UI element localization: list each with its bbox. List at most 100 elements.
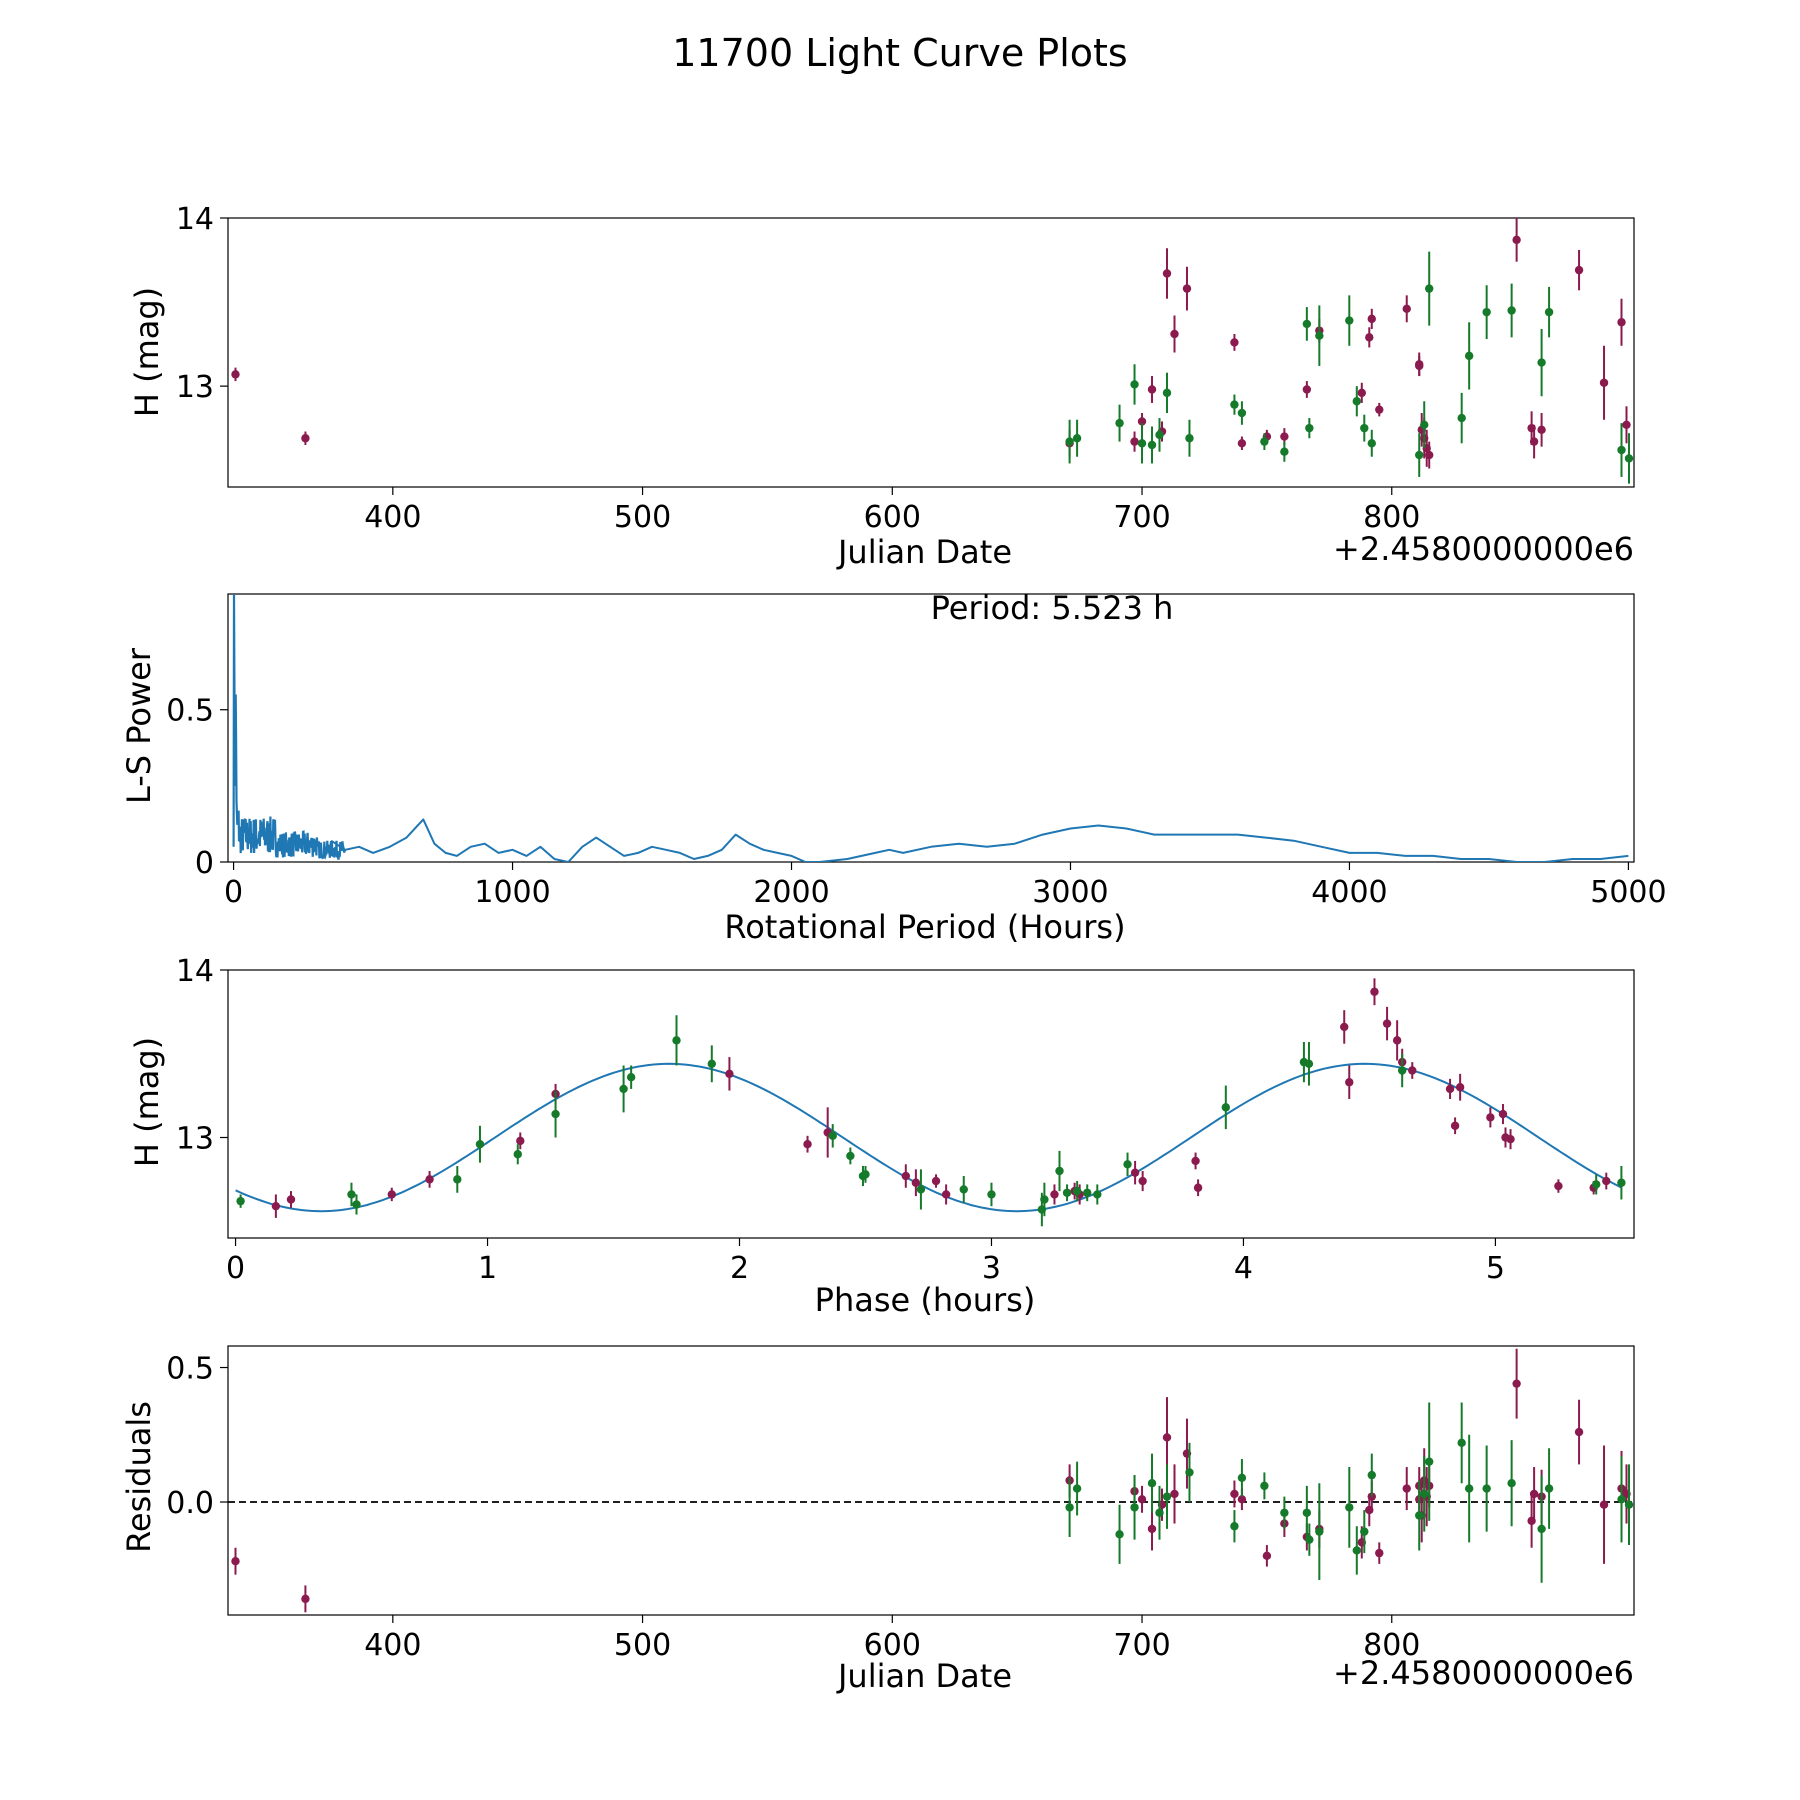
phase-point-g [626, 1073, 636, 1082]
periodogram-noise-line [232, 594, 346, 860]
periodogram-xtick-label: 3000 [1032, 875, 1108, 910]
light-curve-point-g [1155, 430, 1164, 440]
residuals-point-g [1072, 1484, 1082, 1493]
light-curve-frame [227, 217, 1635, 488]
light-curve-point-r [1365, 333, 1374, 342]
residuals-point-r [1367, 1492, 1376, 1501]
phase-point-r [1498, 1109, 1508, 1119]
light-curve-point-g [1624, 454, 1634, 463]
phase-point-g [475, 1140, 485, 1149]
residuals-point-g [1482, 1484, 1491, 1493]
light-curve-points [231, 218, 1634, 484]
phase-point-r [725, 1069, 734, 1079]
phase-point-r [286, 1195, 296, 1204]
light-curve-point-r [1537, 425, 1546, 435]
phase-point-g [1592, 1180, 1601, 1189]
residuals-frame [227, 1345, 1635, 1616]
light-curve-point-g [1115, 418, 1124, 428]
periodogram-ylabel: L-S Power [120, 647, 158, 804]
phase-point-r [1408, 1066, 1417, 1075]
residuals-point-r [1512, 1379, 1521, 1388]
phase-point-r [1370, 987, 1379, 996]
residuals-point-g [1360, 1527, 1369, 1536]
light-curve-point-r [1415, 361, 1424, 371]
phase-point-g [551, 1109, 560, 1119]
phase-point-g [1062, 1188, 1072, 1197]
light-curve-ytick-label: 13 [176, 370, 214, 405]
phase-point-g [1093, 1190, 1102, 1199]
light-curve-point-r [1402, 304, 1411, 313]
light-curve-point-g [1425, 284, 1434, 293]
residuals-point-g [1185, 1468, 1194, 1477]
phase-ytick-label: 14 [176, 954, 214, 989]
light-curve-point-g [1302, 319, 1312, 329]
residuals-point-g [1155, 1508, 1164, 1517]
light-curve-point-g [1360, 423, 1369, 433]
light-curve-point-g [1305, 423, 1314, 433]
light-curve-point-g [1230, 400, 1239, 409]
phase-point-g [861, 1170, 870, 1179]
phase-ylabel: H (mag) [128, 1037, 166, 1167]
residuals-point-g [1130, 1503, 1139, 1512]
residuals-point-g [1420, 1489, 1429, 1499]
light-curve-point-g [1537, 358, 1546, 367]
residuals-point-r [1170, 1489, 1179, 1499]
residuals-point-g [1315, 1527, 1324, 1536]
light-curve-point-r [1230, 338, 1239, 347]
residuals-point-g [1367, 1470, 1376, 1480]
phase-point-g [347, 1190, 356, 1199]
residuals-point-g [1624, 1500, 1634, 1509]
phase-point-r [516, 1136, 525, 1146]
light-curve-point-g [1482, 307, 1491, 317]
phase-point-g [1221, 1103, 1231, 1112]
light-curve-point-g [1280, 447, 1289, 456]
phase-points [236, 978, 1626, 1227]
light-curve-ylabel: H (mag) [128, 287, 166, 417]
phase-folded-panel: 0 1 2 3 4 5 13 14 [176, 954, 1635, 1286]
light-curve-point-r [1302, 385, 1312, 394]
phase-point-g [1040, 1195, 1049, 1204]
phase-xtick-label: 1 [478, 1251, 497, 1286]
residuals-point-g [1305, 1535, 1314, 1544]
phase-point-r [425, 1175, 434, 1184]
residuals-point-r [1375, 1548, 1384, 1558]
light-curve-point-r [1137, 417, 1147, 426]
periodogram-ytick-label: 0 [195, 846, 214, 881]
phase-point-g [1072, 1186, 1082, 1196]
residuals-point-g [1617, 1495, 1626, 1504]
light-curve-point-r [1162, 269, 1172, 278]
period-annotation: Period: 5.523 h [931, 589, 1174, 627]
light-curve-xtick-label: 600 [864, 500, 921, 535]
residuals-xtick-label: 400 [364, 1628, 421, 1663]
phase-point-g [1123, 1160, 1132, 1169]
light-curve-x-offset: +2.4580000000e6 [1333, 530, 1634, 568]
light-curve-point-g [1457, 413, 1466, 423]
light-curve-point-r [1512, 235, 1521, 245]
periodogram-ytick-label: 0.5 [166, 694, 214, 729]
residuals-point-g [1302, 1508, 1312, 1517]
residuals-point-g [1537, 1524, 1546, 1534]
phase-point-g [1055, 1166, 1064, 1176]
phase-point-r [1392, 1036, 1402, 1045]
residuals-x-offset: +2.4580000000e6 [1333, 1654, 1634, 1692]
residuals-point-g [1464, 1484, 1474, 1493]
phase-point-r [901, 1171, 911, 1181]
light-curve-point-g [1415, 450, 1424, 460]
residuals-point-g [1352, 1546, 1361, 1555]
light-curve-xtick-label: 400 [364, 500, 421, 535]
phase-point-g [846, 1151, 855, 1161]
light-curve-point-r [1237, 439, 1247, 448]
periodogram-xtick-label: 1000 [474, 875, 550, 910]
phase-frame [227, 969, 1635, 1239]
light-curve-point-g [1130, 380, 1139, 389]
residuals-point-r [1599, 1500, 1609, 1509]
light-curve-point-r [1622, 420, 1631, 429]
phase-point-r [1602, 1176, 1611, 1186]
phase-point-r [1445, 1084, 1455, 1094]
light-curve-point-g [1237, 408, 1247, 418]
phase-point-g [513, 1150, 522, 1159]
residuals-point-r [1574, 1427, 1584, 1437]
light-curve-point-r [1130, 437, 1139, 446]
light-curve-point-r [1617, 318, 1626, 327]
phase-point-g [959, 1185, 968, 1194]
